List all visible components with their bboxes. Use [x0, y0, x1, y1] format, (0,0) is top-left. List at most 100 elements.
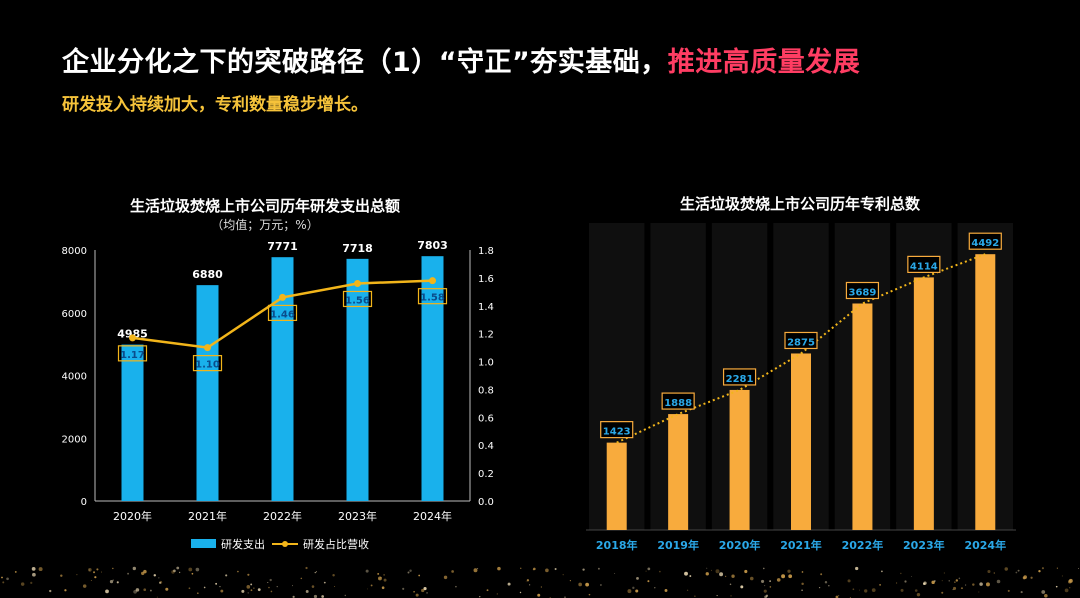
sparkle-dot [344, 594, 347, 597]
sparkle-dot [904, 580, 907, 583]
sparkle-dot [859, 589, 861, 591]
sparkle-dot [241, 589, 245, 593]
sparkle-dot [627, 589, 632, 594]
chart1-right-tick: 0.0 [478, 497, 494, 508]
sparkle-dot [497, 566, 501, 571]
chart1-x-tick: 2023年 [338, 509, 377, 523]
sparkle-dot [852, 588, 855, 591]
chart1-left-tick: 4000 [62, 372, 87, 383]
sparkle-dot [965, 584, 967, 586]
title-part-1: 企业分化之下的突破路径（1）“守正”夯实基础， [62, 47, 668, 78]
sparkle-dot [569, 580, 571, 582]
sparkle-dot [537, 593, 541, 597]
sparkle-dot [14, 570, 17, 573]
chart2-bar-label: 1888 [664, 398, 692, 409]
chart1-right-tick: 0.2 [478, 469, 494, 480]
sparkle-dot [203, 586, 206, 589]
sparkle-dot [645, 570, 647, 572]
chart2-bar-label-box [968, 232, 1002, 250]
sparkle-dot [323, 581, 326, 584]
chart1-line-point [129, 334, 136, 342]
sparkle-dot [305, 589, 309, 593]
sparkle-dot [30, 581, 33, 585]
sparkle-dot [268, 586, 270, 589]
sparkle-dot [250, 589, 253, 592]
sparkle-dot [220, 589, 224, 593]
sparkle-dot [941, 591, 944, 594]
sparkle-dot [760, 579, 765, 583]
chart1-legend-bar-swatch [191, 539, 216, 548]
sparkle-dot [881, 570, 883, 573]
sparkle-dot [383, 574, 385, 576]
chart2-x-tick: 2024年 [964, 538, 1006, 552]
sparkle-dot [801, 571, 804, 573]
sparkle-dot [1020, 591, 1023, 594]
chart2-title: 生活垃圾焚烧上市公司历年专利总数 [680, 195, 921, 213]
chart1-line-label: 1.56 [345, 295, 370, 306]
sparkle-dot [49, 589, 52, 593]
sparkle-dot [153, 574, 157, 577]
sparkle-dot [540, 586, 543, 588]
sparkle-dot [600, 584, 602, 586]
chart2-bar [913, 277, 934, 530]
sparkle-dot [305, 566, 308, 570]
sparkle-dot [247, 592, 249, 594]
sparkle-dot [1004, 567, 1008, 571]
sparkle-dot [250, 583, 253, 586]
sparkle-dot [879, 583, 881, 586]
sparkle-dot [762, 567, 765, 570]
chart1-x-tick: 2022年 [263, 509, 302, 523]
sparkle-dot [694, 595, 696, 597]
sparkle-dot [719, 572, 724, 577]
sparkle-dot [900, 572, 902, 575]
sparkle-dot [313, 594, 318, 598]
sparkle-dot [101, 571, 102, 573]
chart2-x-tick: 2023年 [903, 538, 945, 552]
sparkle-dot [765, 594, 769, 597]
sparkle-dot [314, 572, 316, 574]
chart2-bar [852, 303, 873, 530]
sparkle-dot [156, 596, 158, 598]
sparkle-dot [958, 577, 961, 580]
sparkle-dot [769, 580, 771, 582]
sparkle-dot [2, 581, 5, 584]
chart1-right-tick: 1.0 [478, 358, 494, 369]
sparkle-dot [647, 567, 651, 571]
sparkle-dot [225, 574, 228, 577]
sparkle-dot [473, 568, 478, 573]
chart1-line-point [204, 344, 211, 352]
sparkle-dot [1007, 589, 1010, 592]
chart1-bar [346, 258, 369, 501]
sparkle-dot [706, 567, 708, 569]
sparkle-dot [415, 593, 419, 597]
chart1-left-tick: 0 [81, 497, 87, 508]
sparkle-dot [479, 595, 481, 598]
sparkle-dot [764, 585, 766, 587]
sparkle-dot [300, 577, 303, 580]
sparkle-dot [632, 586, 635, 590]
chart1-right-tick: 0.4 [478, 441, 494, 452]
sparkle-dot [979, 582, 983, 586]
sparkle-dot [176, 566, 180, 570]
sparkle-dot [158, 577, 160, 579]
sparkle-dot [864, 589, 868, 593]
sparkle-dot [321, 595, 325, 598]
sparkle-dot [381, 586, 385, 590]
chart1-bar-label: 4985 [117, 328, 148, 341]
sparkle-dot [635, 589, 639, 593]
sparkle-dot [659, 570, 661, 573]
sparkle-dot [165, 587, 169, 591]
sparkle-dot [952, 589, 954, 591]
sparkle-dot [955, 579, 959, 582]
sparkle-dot [715, 569, 720, 574]
sparkle-dot [985, 582, 990, 587]
sparkle-dot [1044, 594, 1048, 598]
sparkle-dot [972, 583, 975, 586]
sparkle-dot [820, 573, 823, 576]
chart2-bar-label: 1423 [603, 427, 631, 438]
sparkle-dot [171, 570, 175, 574]
sparkle-dot [247, 573, 250, 576]
sparkle-dot [578, 582, 582, 587]
sparkle-dot [525, 581, 527, 583]
